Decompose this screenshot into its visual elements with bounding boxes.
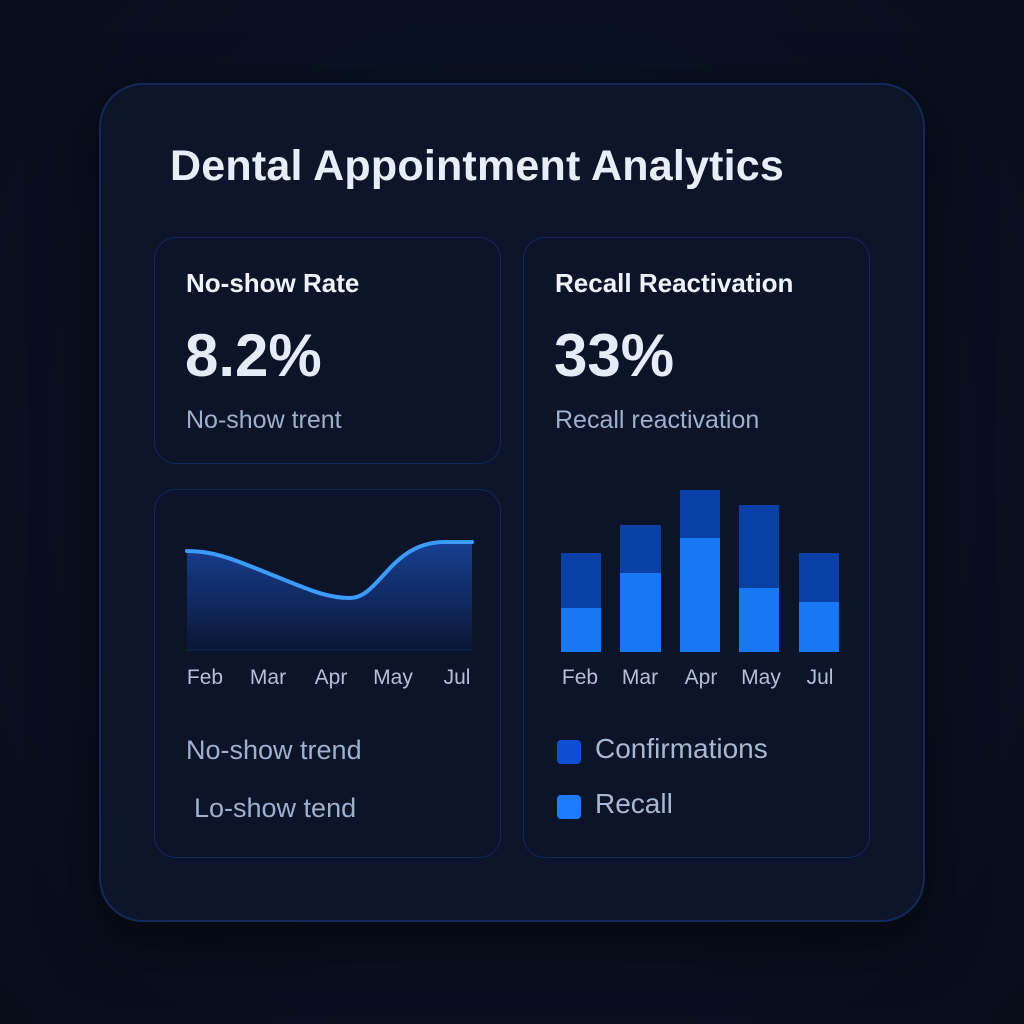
bar-segment-recall <box>620 573 661 652</box>
x-label-jul: Jul <box>443 666 471 689</box>
bar-x-label-mar: Mar <box>621 666 659 689</box>
bar-may <box>739 505 779 652</box>
x-label-apr: Apr <box>314 666 348 689</box>
bar-segment-recall <box>739 588 779 652</box>
bar-segment-confirmations <box>799 553 839 602</box>
legend-swatch-confirmations <box>557 740 581 764</box>
no-show-card-subtitle: No-show trent <box>186 406 342 434</box>
bar-segment-recall <box>799 602 839 652</box>
trend-caption-1: No-show trend <box>186 735 362 765</box>
x-label-may: May <box>373 666 413 689</box>
bar-x-label-apr: Apr <box>684 666 718 689</box>
recall-rate-value: 33% <box>554 322 675 389</box>
legend-swatch-recall <box>557 795 581 819</box>
page-title: Dental Appointment Analytics <box>170 142 785 190</box>
trend-caption-2: Lo-show tend <box>194 793 357 823</box>
legend-label-confirmations: Confirmations <box>595 733 768 764</box>
recall-reactivation-card: Recall Reactivation 33% Recall reactivat… <box>523 237 870 858</box>
bar-x-label-jul: Jul <box>806 666 834 689</box>
bar-x-label-feb: Feb <box>561 666 599 689</box>
recall-card-subtitle: Recall reactivation <box>555 406 760 434</box>
no-show-area-chart <box>185 540 474 651</box>
no-show-card-title: No-show Rate <box>186 268 360 298</box>
bar-segment-recall <box>561 608 601 652</box>
no-show-rate-value: 8.2% <box>185 322 322 389</box>
bar-segment-confirmations <box>680 490 720 538</box>
bar-segment-confirmations <box>739 505 779 588</box>
bar-apr <box>680 490 720 652</box>
bar-segment-recall <box>680 538 720 652</box>
no-show-rate-card: No-show Rate 8.2% No-show trent <box>154 237 501 464</box>
bar-jul <box>799 553 839 652</box>
no-show-trend-card: Feb Mar Apr May Jul No-show trend Lo-sho… <box>154 489 501 858</box>
bar-segment-confirmations <box>620 525 661 573</box>
x-label-mar: Mar <box>249 666 287 689</box>
recall-stacked-bar-chart <box>561 490 839 652</box>
x-label-feb: Feb <box>186 666 224 689</box>
bar-x-label-may: May <box>741 666 781 689</box>
trend-line <box>185 540 474 601</box>
bar-mar <box>620 525 661 652</box>
legend-label-recall: Recall <box>595 788 673 819</box>
bar-feb <box>561 553 601 652</box>
bar-segment-confirmations <box>561 553 601 608</box>
recall-card-title: Recall Reactivation <box>555 268 794 298</box>
